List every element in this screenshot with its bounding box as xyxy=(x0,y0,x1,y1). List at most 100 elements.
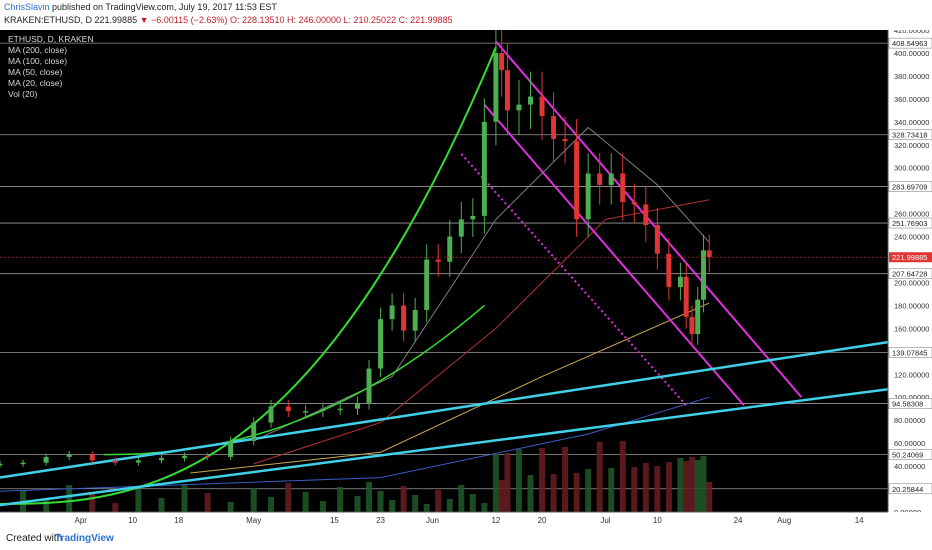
candle-body xyxy=(527,96,533,105)
level-price-tag xyxy=(888,449,932,460)
y-tick-label: 420.00000 xyxy=(894,30,929,35)
candle-body xyxy=(539,96,545,117)
ohlc-values: O: 228.13510 H: 246.00000 L: 210.25022 C… xyxy=(229,15,453,25)
candle-body xyxy=(499,52,505,71)
candle-body xyxy=(43,456,49,463)
volume-bar xyxy=(608,468,615,512)
candle-body xyxy=(481,121,487,216)
candle-body xyxy=(551,116,557,140)
volume-bar xyxy=(498,480,505,512)
x-tick-label: Jun xyxy=(426,516,439,525)
level-price-label: 94.58308 xyxy=(892,399,923,408)
x-tick-label: 20 xyxy=(538,516,547,525)
level-price-tag xyxy=(888,347,932,358)
moving-average-line xyxy=(253,126,710,442)
volume-bar xyxy=(285,483,292,512)
tradingview-logo[interactable]: TradingView xyxy=(55,533,114,544)
candle-body xyxy=(458,219,464,237)
lower-trendline xyxy=(0,387,889,507)
volume-bar xyxy=(250,488,257,512)
volume-bar xyxy=(337,487,344,512)
volume-bar xyxy=(700,456,707,512)
volume-bar xyxy=(458,485,465,512)
y-tick-label: 400.00000 xyxy=(894,49,929,58)
x-tick-label: Jul xyxy=(600,516,610,525)
level-price-label: 328.73418 xyxy=(892,131,927,140)
created-with-text: Created with xyxy=(6,533,63,544)
candle-body xyxy=(700,250,706,300)
volume-bar xyxy=(400,486,407,512)
volume-bar xyxy=(585,469,592,512)
volume-bar xyxy=(366,482,373,512)
candle-body xyxy=(666,253,672,288)
level-price-label: 50.24069 xyxy=(892,450,923,459)
level-price-tag xyxy=(888,483,932,495)
author-link[interactable]: ChrisSlavin xyxy=(4,2,50,12)
volume-bar xyxy=(227,502,234,512)
candle-body xyxy=(683,276,689,317)
legend-ma-200[interactable]: MA (200, close) xyxy=(8,45,68,55)
candle-body xyxy=(695,299,701,335)
x-tick-label: 10 xyxy=(653,516,662,525)
volume-bar xyxy=(706,482,713,512)
x-tick-label: 12 xyxy=(491,516,500,525)
candle-body xyxy=(643,204,649,226)
level-price-tag xyxy=(888,398,932,409)
legend-volume[interactable]: Vol (20) xyxy=(8,89,38,99)
candle-body xyxy=(493,52,499,122)
x-tick-label: Apr xyxy=(75,516,88,525)
candle-body xyxy=(268,406,274,423)
candle-body xyxy=(585,173,591,220)
x-tick-label: 24 xyxy=(734,516,743,525)
volume-bar xyxy=(446,499,453,512)
publish-line: ChrisSlavin published on TradingView.com… xyxy=(4,2,277,12)
channel-lower-line xyxy=(483,103,745,406)
candle-body xyxy=(378,319,384,369)
y-tick-label: 80.00000 xyxy=(894,416,925,425)
last-price-label: 221.99885 xyxy=(892,253,927,262)
volume-bar xyxy=(688,457,695,512)
volume-bar xyxy=(268,497,275,512)
chart-area[interactable]: 0.0000040.0000060.0000080.00000100.00000… xyxy=(0,25,932,528)
legend-ma-100[interactable]: MA (100, close) xyxy=(8,56,68,66)
candle-body xyxy=(355,402,361,409)
y-tick-label: 120.00000 xyxy=(894,370,929,379)
y-tick-label: 100.00000 xyxy=(894,393,929,402)
candle-body xyxy=(631,202,637,205)
y-tick-label: 240.00000 xyxy=(894,233,929,242)
volume-bar xyxy=(66,485,73,512)
symbol-line: KRAKEN:ETHUSD, D 221.99885 ▼ −6.00115 (−… xyxy=(4,15,453,25)
parabolic-curve xyxy=(0,46,497,505)
candle-body xyxy=(158,458,164,461)
level-price-label: 20.25844 xyxy=(892,485,923,494)
candle-body xyxy=(228,440,234,457)
volume-bar xyxy=(389,500,396,512)
legend-ma-50[interactable]: MA (50, close) xyxy=(8,67,63,77)
volume-bar xyxy=(665,462,672,512)
volume-bar xyxy=(481,503,488,512)
candle-body xyxy=(401,305,407,331)
candle-body xyxy=(470,215,476,220)
price-chart[interactable]: 0.0000040.0000060.0000080.00000100.00000… xyxy=(0,25,932,528)
volume-bar xyxy=(631,467,638,512)
volume-bar xyxy=(492,454,499,512)
y-tick-label: 40.00000 xyxy=(894,462,925,471)
level-price-label: 408.54963 xyxy=(892,39,927,48)
volume-bar xyxy=(573,473,580,512)
candle-body xyxy=(516,104,522,111)
volume-bar xyxy=(412,495,419,512)
moving-average-line xyxy=(253,199,710,465)
y-tick-label: 360.00000 xyxy=(894,95,929,104)
candle-body xyxy=(66,454,72,457)
candle-body xyxy=(677,276,683,288)
candle-body xyxy=(597,173,603,185)
level-price-label: 283.69709 xyxy=(892,182,927,191)
candle-body xyxy=(608,173,614,185)
time-axis xyxy=(0,512,932,528)
x-tick-label: 10 xyxy=(128,516,137,525)
candle-body xyxy=(447,236,453,262)
legend-ma-20[interactable]: MA (20, close) xyxy=(8,78,63,88)
candle-body xyxy=(112,460,118,463)
candle-body xyxy=(654,225,660,254)
volume-bar xyxy=(158,498,165,512)
